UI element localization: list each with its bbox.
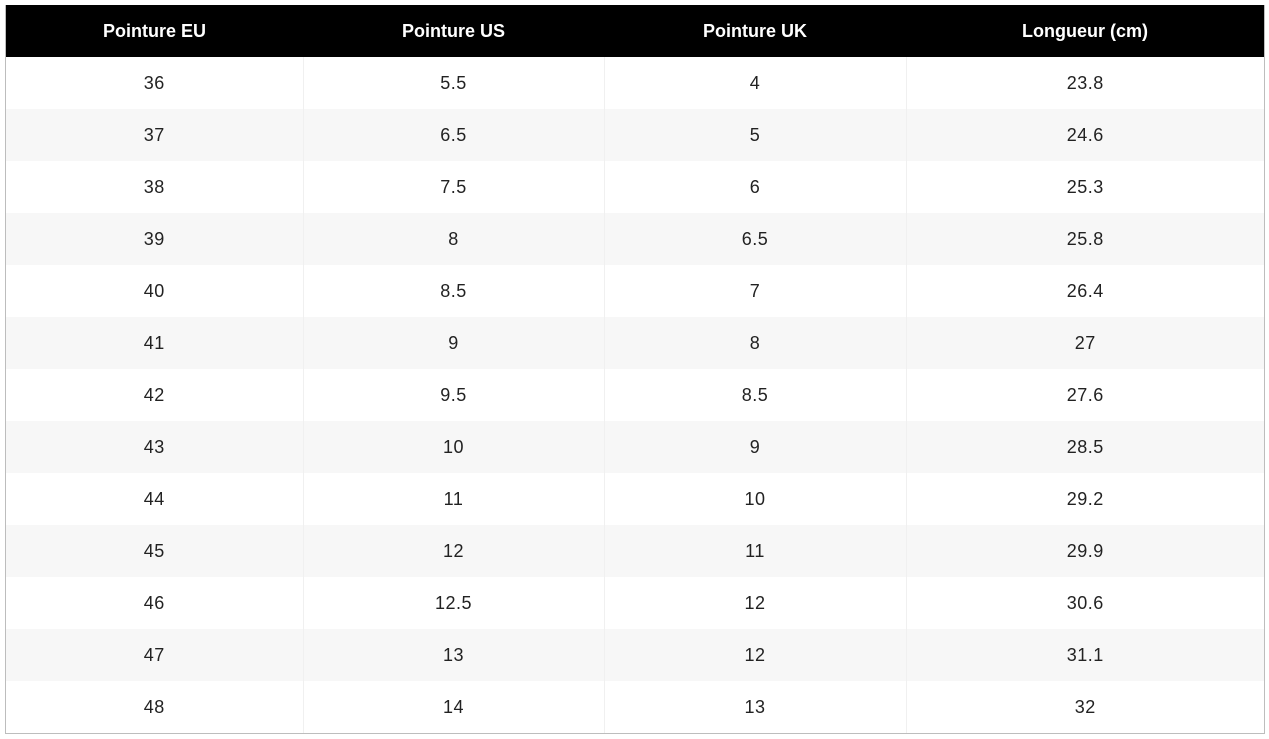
table-cell: 5 xyxy=(603,109,906,161)
table-row: 37 6.5 5 24.6 xyxy=(6,109,1264,161)
table-cell: 13 xyxy=(603,681,906,733)
table-cell: 37 xyxy=(6,109,303,161)
table-cell: 23.8 xyxy=(905,57,1264,109)
table-cell: 10 xyxy=(302,421,604,473)
table-cell: 26.4 xyxy=(905,265,1264,317)
table-body: 36 5.5 4 23.8 37 6.5 5 24.6 38 7.5 6 25.3 39 8 6.5 25.8… xyxy=(6,57,1264,733)
table-cell: 44 xyxy=(143,488,165,509)
column-header: Pointure UK xyxy=(604,5,906,57)
table-cell: 12 xyxy=(302,525,604,577)
table-cell: 10 xyxy=(603,473,906,525)
table-cell: 11 xyxy=(603,525,906,577)
table-row: 39 8 6.5 25.8 xyxy=(6,213,1264,265)
table-cell: 45 xyxy=(6,525,303,577)
table-cell: 9 xyxy=(603,421,906,473)
table-cell: 32 xyxy=(905,681,1264,733)
table-cell: 4 xyxy=(603,57,906,109)
table-cell: 9.5 xyxy=(302,369,604,421)
table-cell: 27 xyxy=(905,317,1264,369)
column-header: Pointure EU xyxy=(6,5,303,57)
table-cell: 9 xyxy=(302,317,604,369)
table-row: 36 5.5 4 23.8 xyxy=(6,57,1264,109)
table-row: 42 9.5 8.5 27.6 xyxy=(6,369,1264,421)
table-cell: 7.5 xyxy=(302,161,604,213)
table-cell: 6.5 xyxy=(603,213,906,265)
table-cell: 36 xyxy=(143,72,165,93)
table-row: 40 8.5 7 26.4 xyxy=(6,265,1264,317)
table-cell: 40 xyxy=(143,280,165,301)
table-cell: 29.9 xyxy=(905,525,1264,577)
table-cell: 8 xyxy=(603,317,906,369)
table-cell: 39 xyxy=(6,213,303,265)
table-cell: 5.5 xyxy=(302,57,604,109)
table-row: 38 7.5 6 25.3 xyxy=(6,161,1264,213)
table-cell: 12.5 xyxy=(302,577,604,629)
table-cell: 28.5 xyxy=(905,421,1264,473)
column-header: Pointure US xyxy=(303,5,604,57)
size-table: Pointure EU Pointure US Pointure UK Longueu… xyxy=(6,5,1264,733)
size-table-container: Pointure EU Pointure US Pointure UK Longueu… xyxy=(5,5,1265,734)
table-cell: 8.5 xyxy=(603,369,906,421)
column-header: Longueur (cm) xyxy=(906,5,1264,57)
table-cell: 31.1 xyxy=(905,629,1264,681)
table-row: 46 12.5 12 30.6 xyxy=(6,577,1264,629)
table-cell: 24.6 xyxy=(905,109,1264,161)
table-row: 45 12 11 29.9 xyxy=(6,525,1264,577)
table-row: 44 11 10 29.2 xyxy=(6,473,1264,525)
table-cell: 6.5 xyxy=(302,109,604,161)
table-cell: 13 xyxy=(302,629,604,681)
table-cell: 14 xyxy=(302,681,604,733)
table-cell: 43 xyxy=(6,421,303,473)
table-cell: 47 xyxy=(6,629,303,681)
table-cell: 42 xyxy=(143,384,165,405)
table-cell: 7 xyxy=(603,265,906,317)
table-cell: 8 xyxy=(302,213,604,265)
table-cell: 6 xyxy=(603,161,906,213)
table-row: 41 9 8 27 xyxy=(6,317,1264,369)
table-cell: 25.8 xyxy=(905,213,1264,265)
table-cell: 8.5 xyxy=(302,265,604,317)
table-cell: 46 xyxy=(143,592,165,613)
table-cell: 25.3 xyxy=(905,161,1264,213)
table-cell: 12 xyxy=(603,577,906,629)
table-cell: 27.6 xyxy=(905,369,1264,421)
table-cell: 12 xyxy=(603,629,906,681)
table-row: 47 13 12 31.1 xyxy=(6,629,1264,681)
table-cell: 30.6 xyxy=(905,577,1264,629)
table-cell: 11 xyxy=(302,473,604,525)
header-row: Pointure EU Pointure US Pointure UK Longueu… xyxy=(6,5,1264,57)
table-cell: 48 xyxy=(143,696,165,717)
table-cell: 41 xyxy=(6,317,303,369)
table-cell: 38 xyxy=(143,176,165,197)
table-row: 48 14 13 32 xyxy=(6,681,1264,733)
table-row: 43 10 9 28.5 xyxy=(6,421,1264,473)
table-cell: 29.2 xyxy=(905,473,1264,525)
